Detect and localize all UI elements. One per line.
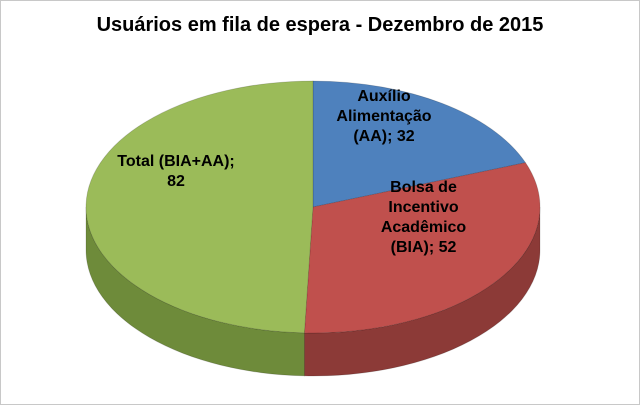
slice-label-auxilio-alimentacao: Auxílio Alimentação (AA); 32 — [336, 88, 432, 145]
chart-title: Usuários em fila de espera - Dezembro de… — [96, 14, 544, 36]
slice-label-bolsa-incentivo-academico: Bolsa de Incentivo Acadêmico (BIA); 52 — [380, 179, 467, 256]
slice-label-total: Total (BIA+AA); 82 — [117, 153, 235, 190]
